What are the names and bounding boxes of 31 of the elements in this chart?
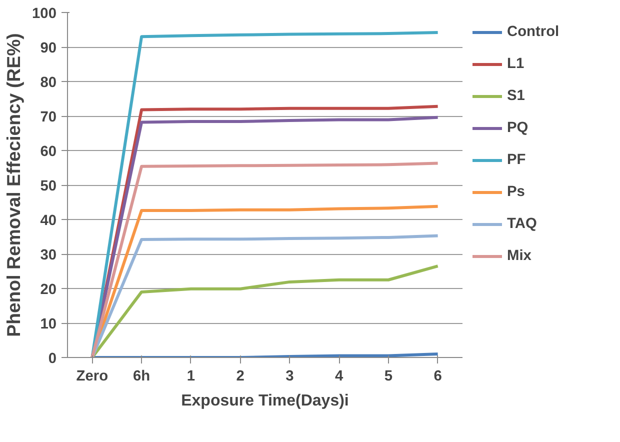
y-tick-label: 70 <box>40 110 57 126</box>
y-tick-label: 60 <box>40 144 57 160</box>
legend-label: Control <box>507 24 560 40</box>
legend-label: Mix <box>507 248 532 264</box>
y-tick-label: 90 <box>40 40 57 56</box>
line-series <box>90 162 440 358</box>
x-tick-label: 6h <box>133 368 150 384</box>
y-tick-label: 80 <box>40 75 57 91</box>
x-tick-label: 2 <box>236 368 244 384</box>
y-tick-label: 40 <box>40 213 57 229</box>
x-tick-label: 6 <box>434 368 442 384</box>
x-tick-label: 3 <box>286 368 294 384</box>
x-axis-title: Exposure Time(Days)i <box>181 392 349 410</box>
line-series <box>90 31 440 358</box>
y-tick-label: 20 <box>40 282 57 298</box>
x-tick-label: 1 <box>186 368 196 384</box>
legend-label: S1 <box>507 88 526 104</box>
y-tick-label: 100 <box>32 6 57 22</box>
legend-label: PQ <box>507 120 528 136</box>
x-tick-label: 4 <box>334 368 344 384</box>
y-tick-label: 10 <box>40 316 57 332</box>
legend-label: L1 <box>507 56 526 72</box>
y-tick-label: 50 <box>40 178 57 194</box>
x-tick-label: 5 <box>384 368 393 384</box>
legend-label: TAQ <box>507 216 537 232</box>
y-tick-label: 0 <box>48 351 57 367</box>
legend-label: Ps <box>507 184 526 200</box>
y-tick-label: 30 <box>40 248 57 264</box>
legend-label: PF <box>507 152 527 168</box>
y-axis-title: Phenol Removal Effeciency (RE%) <box>3 33 24 337</box>
x-tick-label: Zero <box>76 368 108 384</box>
